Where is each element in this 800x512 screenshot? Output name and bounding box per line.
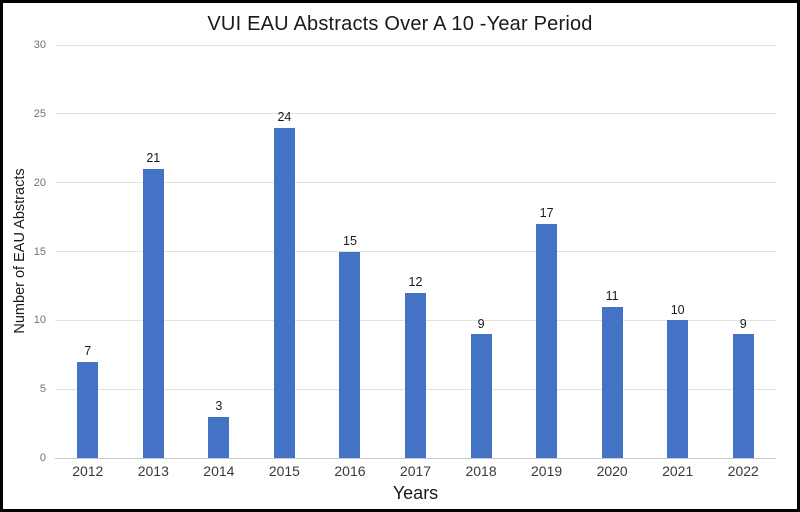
x-axis-title: Years [392,483,439,503]
gridline-15 [55,251,776,252]
bar-value-label-2014: 3 [215,399,223,414]
bar-2020 [601,306,623,458]
bar-2018 [470,334,492,458]
bar-slot-2015: 24 [252,45,318,458]
y-axis-title: Number of EAU Abstracts [12,168,28,334]
bar-slot-2016: 15 [317,45,383,458]
bars-row: 7 21 3 24 15 12 9 17 11 10 9 [55,45,776,458]
bar-slot-2021: 10 [645,45,711,458]
y-tick-label-15: 15 [33,245,46,258]
bar-slot-2020: 11 [579,45,645,458]
bar-value-label-2021: 10 [670,302,685,317]
x-tick-label-2017: 2017 [399,463,432,479]
bar-value-label-2016: 15 [343,234,357,248]
bar-2021 [667,320,689,458]
x-tick-label-2018: 2018 [465,463,497,479]
gridline-25 [55,113,776,115]
gridline-20 [55,182,776,184]
bar-slot-2022: 9 [710,45,776,458]
bar-slot-2013: 21 [121,45,187,458]
y-tick-label-25: 25 [33,107,46,120]
bar-2022 [732,334,754,458]
bar-value-label-2020: 11 [605,289,619,304]
bar-value-label-2019: 17 [539,206,554,221]
bar-2012 [77,361,99,458]
gridline-30 [55,44,776,46]
bar-2013 [142,168,164,458]
bar-slot-2017: 12 [383,45,449,458]
x-tick-label-2019: 2019 [531,463,563,479]
bar-value-label-2013: 21 [146,151,161,166]
bar-value-label-2018: 9 [477,316,485,331]
x-tick-label-2020: 2020 [596,463,628,479]
bar-2019 [536,223,558,458]
y-tick-label-10: 10 [33,314,46,327]
plot-area: 0 5 10 15 20 25 30 7 21 3 24 15 12 9 17 11 10 9 [34,39,776,464]
x-tick-label-2022: 2022 [727,463,759,479]
x-tick-label-2015: 2015 [268,463,300,479]
y-tick-label-5: 5 [39,383,46,396]
bar-value-label-2022: 9 [739,316,747,331]
x-tick-label-2014: 2014 [203,463,235,479]
bar-2017 [405,292,426,458]
bar-slot-2018: 9 [448,45,514,458]
bar-2016 [339,251,361,458]
bar-value-label-2017: 12 [408,275,423,290]
bar-value-label-2012: 7 [84,344,92,359]
y-tick-label-20: 20 [33,176,46,189]
x-axis-tick-labels: 2012 2013 2014 2015 2016 2017 2018 2019 2020 2021… [55,463,776,479]
x-tick-label-2021: 2021 [662,463,694,479]
bar-slot-2012: 7 [55,45,121,458]
y-tick-label-30: 30 [33,39,46,51]
chart-title: VUI EAU Abstracts Over A 10 -Year Period [207,13,593,35]
bar-value-label-2015: 24 [277,110,292,125]
x-tick-label-2013: 2013 [137,463,169,479]
x-tick-label-2016: 2016 [334,463,366,479]
y-tick-label-0: 0 [39,452,46,464]
x-tick-label-2012: 2012 [72,463,104,479]
x-axis-line [55,457,776,459]
bar-2015 [273,127,295,458]
bar-slot-2014: 3 [186,45,252,458]
bar-2014 [208,416,230,458]
bar-slot-2019: 17 [514,45,580,458]
